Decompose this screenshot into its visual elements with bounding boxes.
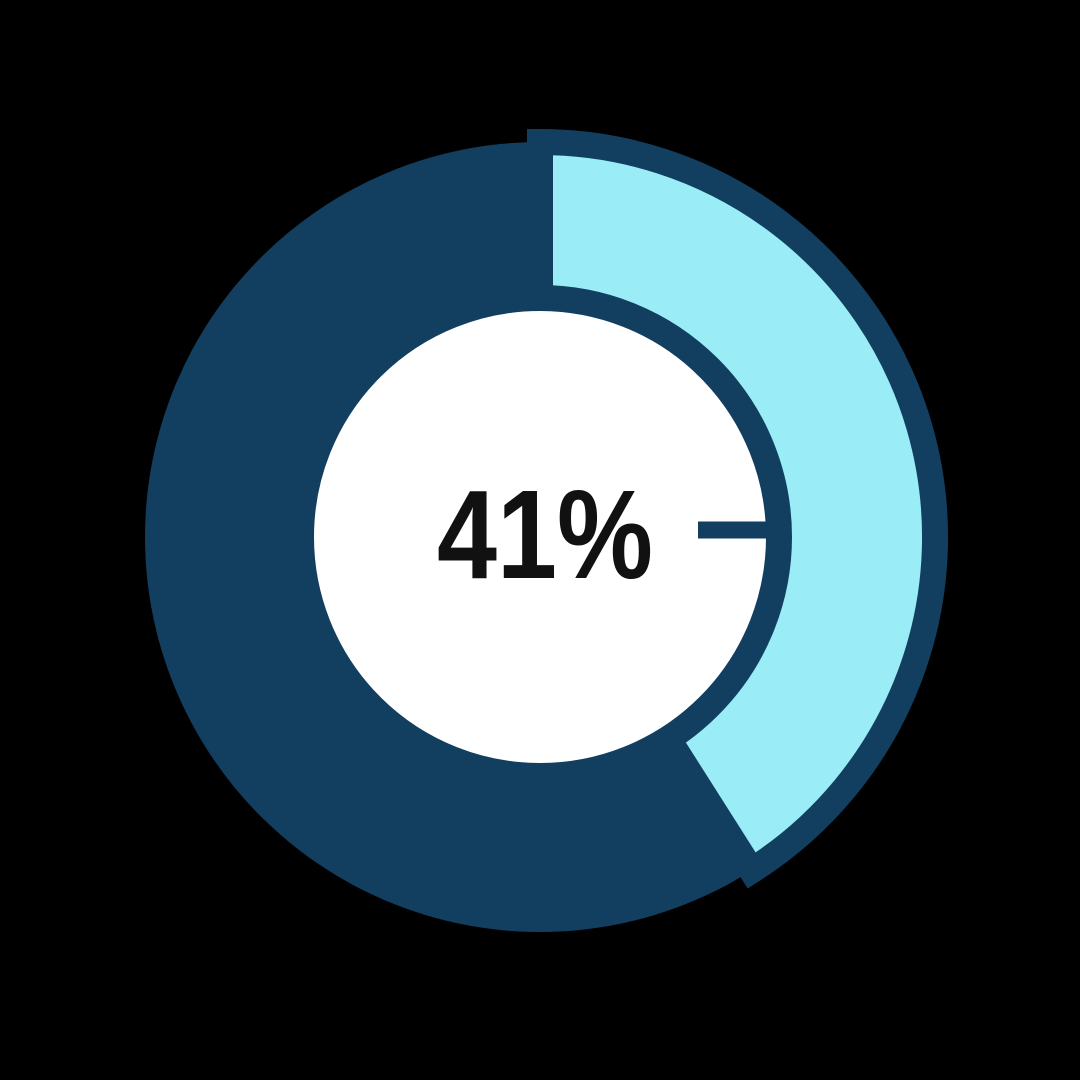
center-value-label: 41% (437, 464, 653, 605)
